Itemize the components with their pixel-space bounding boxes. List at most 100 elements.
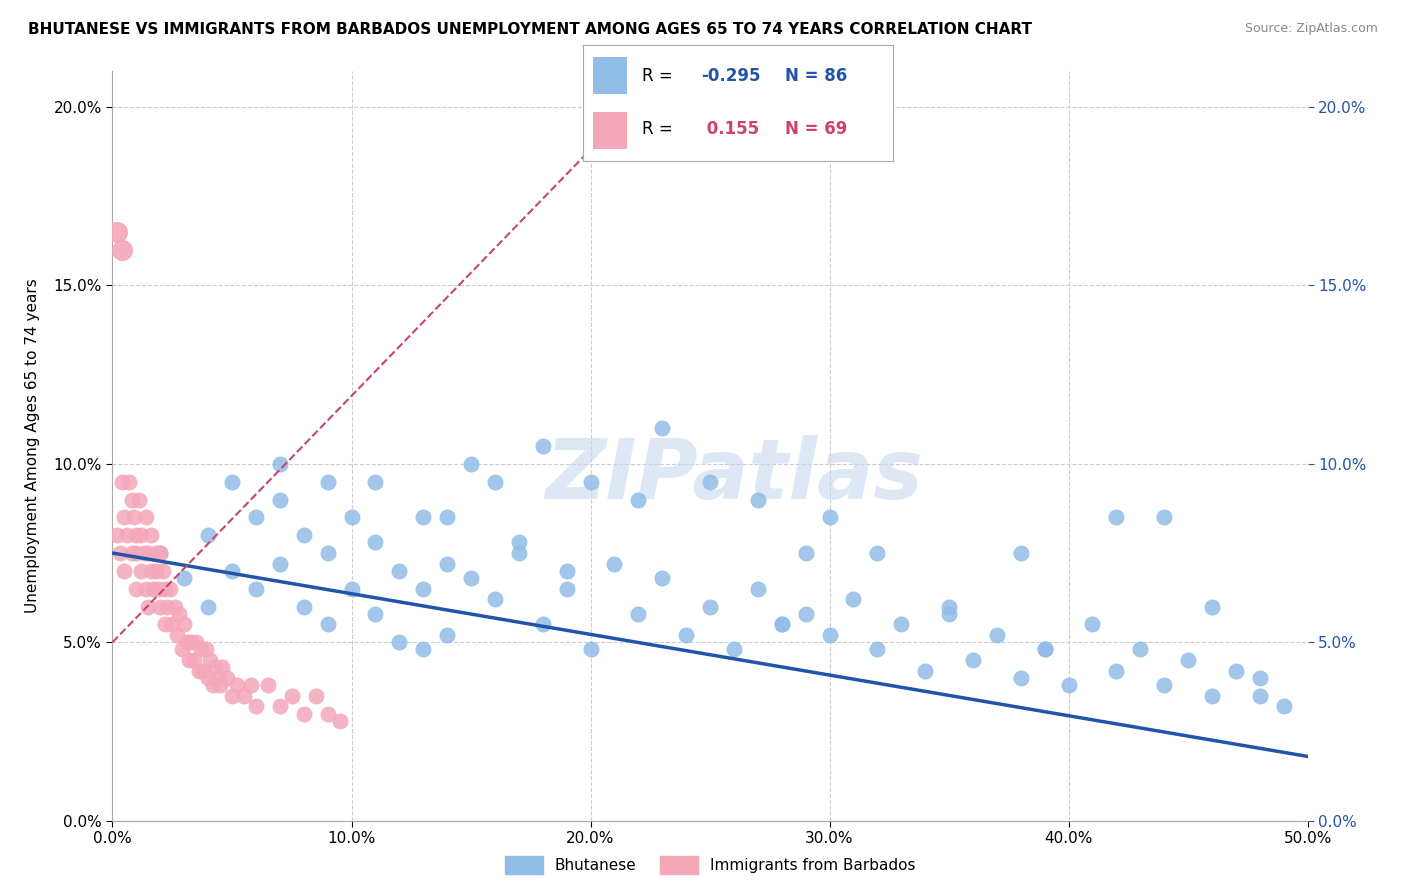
Point: [292, 599, 315, 614]
Y-axis label: Unemployment Among Ages 65 to 74 years: Unemployment Among Ages 65 to 74 years: [25, 278, 39, 614]
Point: [723, 642, 745, 657]
Point: [135, 582, 157, 596]
Point: [436, 510, 458, 524]
Point: [412, 582, 434, 596]
Point: [135, 510, 157, 524]
Point: [1153, 678, 1175, 692]
Point: [1033, 642, 1056, 657]
Point: [129, 528, 152, 542]
Point: [1225, 664, 1247, 678]
Point: [305, 689, 328, 703]
Point: [114, 564, 135, 578]
Point: [340, 582, 363, 596]
Point: [180, 635, 202, 649]
Point: [627, 492, 650, 507]
Point: [115, 528, 138, 542]
Point: [105, 225, 128, 239]
Point: [1033, 642, 1056, 657]
Point: [221, 689, 243, 703]
Point: [200, 653, 222, 667]
Point: [145, 564, 167, 578]
Point: [364, 607, 387, 621]
Point: [484, 475, 506, 489]
Point: [292, 706, 315, 721]
Point: [211, 660, 233, 674]
Point: [890, 617, 912, 632]
Point: [1081, 617, 1104, 632]
Point: [747, 582, 769, 596]
Point: [186, 635, 208, 649]
Point: [209, 678, 232, 692]
Point: [699, 475, 721, 489]
Point: [1249, 689, 1271, 703]
Point: [173, 617, 195, 632]
Point: [187, 664, 209, 678]
Text: R =: R =: [643, 67, 678, 85]
Point: [221, 564, 243, 578]
Point: [129, 564, 152, 578]
Point: [603, 557, 626, 571]
Point: [794, 607, 817, 621]
Point: [436, 557, 458, 571]
Point: [747, 492, 769, 507]
Point: [163, 599, 186, 614]
Point: [183, 653, 205, 667]
Point: [149, 599, 172, 614]
Point: [316, 475, 339, 489]
Point: [292, 528, 315, 542]
Point: [201, 678, 224, 692]
Point: [177, 653, 200, 667]
Point: [166, 628, 188, 642]
Point: [1153, 510, 1175, 524]
Point: [118, 475, 141, 489]
Point: [555, 564, 578, 578]
Point: [316, 546, 339, 560]
Point: [153, 582, 176, 596]
Point: [531, 617, 554, 632]
Point: [108, 546, 131, 560]
Point: [508, 546, 530, 560]
Point: [269, 699, 291, 714]
Point: [281, 689, 304, 703]
Point: [125, 582, 148, 596]
Point: [508, 535, 530, 549]
Point: [1105, 510, 1128, 524]
Text: ZIPatlas: ZIPatlas: [546, 435, 922, 516]
Point: [173, 571, 195, 585]
Point: [866, 546, 889, 560]
Point: [675, 628, 697, 642]
Point: [1105, 664, 1128, 678]
Point: [579, 642, 602, 657]
Point: [138, 599, 160, 614]
Point: [139, 564, 162, 578]
Point: [111, 475, 134, 489]
Point: [245, 699, 267, 714]
Point: [217, 671, 239, 685]
Point: [436, 628, 458, 642]
Point: [914, 664, 936, 678]
Point: [221, 475, 243, 489]
Point: [329, 714, 352, 728]
Point: [170, 642, 193, 657]
Point: [340, 510, 363, 524]
Point: [240, 678, 263, 692]
Point: [125, 528, 148, 542]
Point: [138, 546, 160, 560]
Point: [1010, 546, 1032, 560]
Point: [651, 571, 673, 585]
Point: [842, 592, 865, 607]
Point: [794, 546, 817, 560]
Point: [162, 617, 183, 632]
Point: [986, 628, 1008, 642]
Point: [316, 617, 339, 632]
Point: [1249, 671, 1271, 685]
Text: -0.295: -0.295: [702, 67, 761, 85]
Point: [153, 617, 176, 632]
Point: [962, 653, 984, 667]
Point: [866, 642, 889, 657]
Point: [388, 564, 411, 578]
Point: [125, 546, 148, 560]
Point: [105, 528, 128, 542]
Point: [194, 642, 217, 657]
Point: [128, 492, 150, 507]
